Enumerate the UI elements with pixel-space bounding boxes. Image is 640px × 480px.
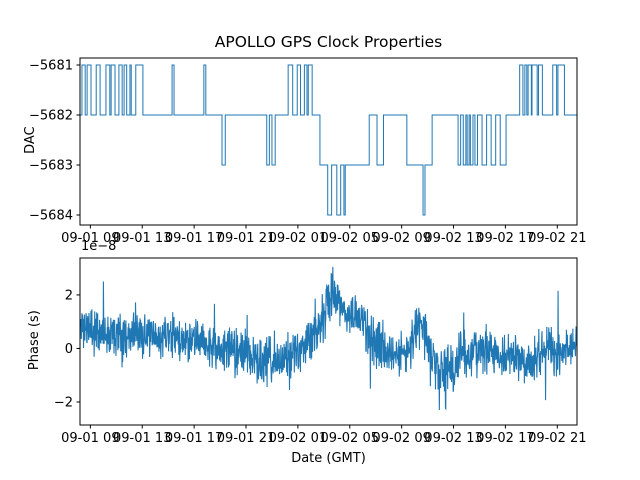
dac-history-plot-area <box>79 57 578 226</box>
x-tick-label: 09-01 09 <box>61 431 119 446</box>
x-tick-label: 09-02 05 <box>321 231 379 246</box>
date-axis-label: Date (GMT) <box>291 451 366 466</box>
dac-history-line <box>80 64 577 216</box>
y-tick-label: −5683 <box>29 159 73 174</box>
x-tick-label: 09-02 05 <box>321 431 379 446</box>
x-tick-label: 09-01 13 <box>113 431 171 446</box>
phase-history-line <box>80 266 577 411</box>
x-tick-label: 09-02 13 <box>424 431 482 446</box>
x-tick-label: 09-02 09 <box>372 431 430 446</box>
x-tick-label: 09-02 13 <box>424 231 482 246</box>
x-tick-label: 09-02 09 <box>372 231 430 246</box>
y-tick-label: −5684 <box>29 209 73 224</box>
y-tick-label: −5681 <box>29 59 73 74</box>
x-tick-label: 09-02 21 <box>528 231 586 246</box>
x-tick-label: 09-02 01 <box>269 431 327 446</box>
x-tick-label: 09-02 17 <box>476 431 534 446</box>
x-tick-label: 09-01 13 <box>113 231 171 246</box>
y-tick-label: 2 <box>65 288 73 303</box>
x-tick-label: 09-01 09 <box>61 231 119 246</box>
x-tick-label: 09-02 17 <box>476 231 534 246</box>
y-tick-label: 0 <box>65 342 73 357</box>
y-tick-label: −2 <box>54 395 73 410</box>
x-tick-label: 09-01 17 <box>165 431 223 446</box>
x-tick-label: 09-02 01 <box>269 231 327 246</box>
phase-axis-label: Phase (s) <box>26 310 42 371</box>
phase-history-plot-area <box>79 257 578 426</box>
x-tick-label: 09-02 21 <box>528 431 586 446</box>
x-tick-label: 09-01 21 <box>217 231 275 246</box>
chart-title: APOLLO GPS Clock Properties <box>214 33 443 51</box>
x-tick-label: 09-01 17 <box>165 231 223 246</box>
dac-axis-label: DAC <box>22 126 38 154</box>
x-tick-label: 09-01 21 <box>217 431 275 446</box>
y-offset-label: 1e−8 <box>81 239 117 254</box>
y-tick-label: −5682 <box>29 109 73 124</box>
